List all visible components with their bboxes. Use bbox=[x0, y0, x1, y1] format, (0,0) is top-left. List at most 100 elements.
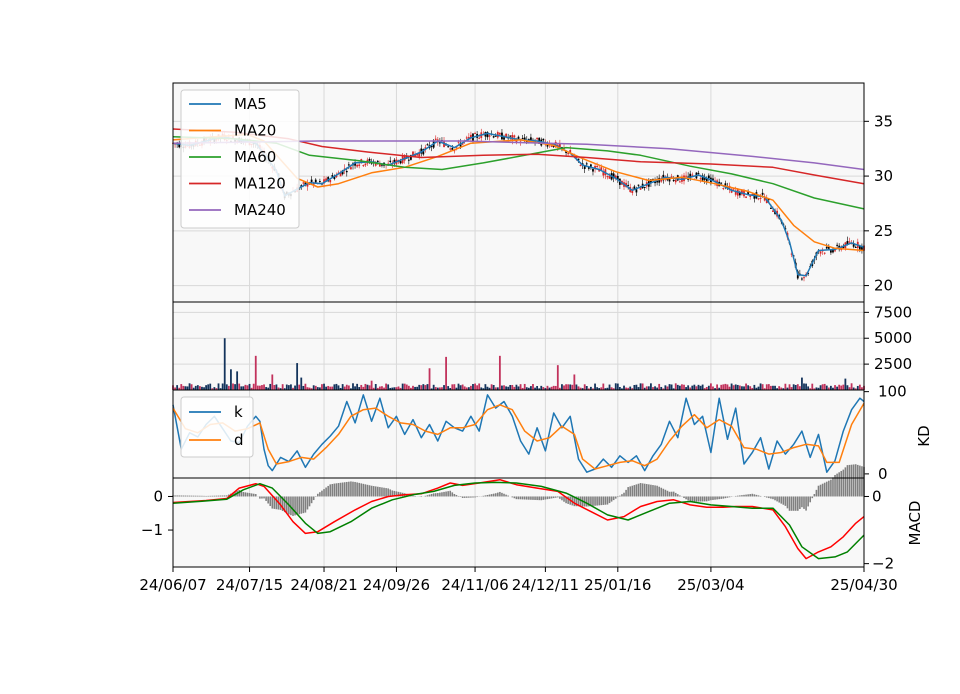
macd-hist-bar bbox=[619, 496, 621, 497]
candle-body bbox=[584, 166, 586, 169]
volume-bar bbox=[257, 386, 259, 390]
volume-bar bbox=[731, 384, 733, 390]
macd-hist-bar bbox=[538, 496, 540, 500]
macd-hist-bar bbox=[296, 496, 298, 514]
volume-bar bbox=[826, 386, 828, 390]
volume-bar bbox=[758, 387, 760, 390]
candle-body bbox=[478, 138, 480, 139]
candle-body bbox=[720, 183, 722, 184]
macd-hist-bar bbox=[598, 496, 600, 505]
macd-hist-bar bbox=[646, 484, 648, 496]
volume-bar bbox=[271, 374, 273, 390]
macd-hist-bar bbox=[745, 495, 747, 497]
volume-bar bbox=[182, 386, 184, 390]
macd-hist-bar bbox=[849, 465, 851, 497]
candle-body bbox=[760, 198, 762, 199]
macd-hist-bar bbox=[458, 496, 460, 497]
macd-hist-bar bbox=[787, 496, 789, 508]
macd-hist-bar bbox=[603, 496, 605, 504]
volume-bar bbox=[501, 386, 503, 390]
volume-bar bbox=[615, 383, 617, 390]
candle-body bbox=[580, 165, 582, 166]
macd-hist-bar bbox=[197, 496, 199, 497]
volume-bar bbox=[594, 384, 596, 390]
macd-hist-bar bbox=[826, 482, 828, 497]
volume-bar bbox=[222, 383, 224, 390]
volume-bar bbox=[602, 384, 604, 390]
kd-tick-label: 100 bbox=[878, 383, 907, 401]
macd-hist-bar bbox=[427, 495, 429, 496]
candle-body bbox=[762, 193, 764, 195]
volume-bar bbox=[238, 384, 240, 390]
volume-bar bbox=[180, 384, 182, 390]
price-tick-label: 20 bbox=[874, 277, 893, 295]
macd-hist-bar bbox=[520, 496, 522, 499]
macd-hist-bar bbox=[714, 496, 716, 499]
candle-body bbox=[772, 210, 774, 211]
volume-bar bbox=[300, 378, 302, 390]
volume-bar bbox=[367, 385, 369, 390]
candle-body bbox=[592, 169, 594, 172]
macd-hist-bar bbox=[445, 492, 447, 497]
volume-tick-label: 2500 bbox=[874, 355, 912, 373]
volume-bar bbox=[536, 386, 538, 390]
volume-bar bbox=[687, 385, 689, 390]
volume-bar bbox=[770, 386, 772, 390]
macd-hist-bar bbox=[727, 496, 729, 497]
volume-bar bbox=[784, 384, 786, 390]
volume-bar bbox=[795, 385, 797, 390]
macd-hist-bar bbox=[656, 486, 658, 497]
volume-bar bbox=[302, 386, 304, 390]
macd-hist-bar bbox=[814, 494, 816, 496]
macd-hist-bar bbox=[830, 480, 832, 497]
volume-bar bbox=[563, 385, 565, 390]
macd-hist-bar bbox=[222, 496, 224, 497]
candle-body bbox=[855, 247, 857, 248]
macd-hist-bar bbox=[627, 487, 629, 496]
macd-hist-bar bbox=[495, 493, 497, 496]
macd-hist-bar bbox=[768, 496, 770, 498]
macd-hist-bar bbox=[255, 494, 257, 496]
macd-hist-bar bbox=[214, 496, 216, 497]
macd-hist-bar bbox=[534, 496, 536, 499]
volume-bar bbox=[348, 385, 350, 390]
candle-body bbox=[362, 165, 364, 166]
candle-body bbox=[346, 171, 348, 172]
macd-hist-bar bbox=[497, 493, 499, 497]
macd-hist-bar bbox=[845, 467, 847, 496]
candle-body bbox=[836, 245, 838, 246]
macd-hist-bar bbox=[638, 484, 640, 497]
macd-hist-bar bbox=[613, 496, 615, 500]
macd-hist-bar bbox=[245, 492, 247, 496]
macd-hist-bar bbox=[456, 495, 458, 497]
macd-hist-bar bbox=[332, 484, 334, 496]
volume-bar bbox=[772, 386, 774, 390]
macd-hist-bar bbox=[454, 494, 456, 497]
volume-bar bbox=[830, 386, 832, 390]
x-tick-label: 25/04/30 bbox=[830, 576, 897, 594]
volume-bar bbox=[799, 386, 801, 390]
volume-bar bbox=[261, 385, 263, 390]
volume-bar bbox=[636, 385, 638, 390]
volume-bar bbox=[224, 338, 226, 390]
macd-hist-bar bbox=[832, 477, 834, 496]
volume-bar bbox=[276, 384, 278, 390]
candle-body bbox=[522, 138, 524, 139]
macd-hist-bar bbox=[634, 485, 636, 496]
macd-hist-bar bbox=[687, 496, 689, 500]
volume-bar bbox=[838, 385, 840, 390]
macd-hist-bar bbox=[377, 487, 379, 497]
macd-hist-bar bbox=[360, 483, 362, 496]
volume-bar bbox=[505, 386, 507, 390]
volume-bar bbox=[737, 385, 739, 390]
macd-hist-bar bbox=[725, 496, 727, 498]
macd-hist-bar bbox=[472, 496, 474, 497]
kd-tick-label: 0 bbox=[878, 465, 888, 483]
volume-bar bbox=[305, 384, 307, 390]
volume-bar bbox=[197, 385, 199, 390]
macd-hist-bar bbox=[356, 482, 358, 496]
volume-bar bbox=[747, 385, 749, 390]
x-tick-label: 24/08/21 bbox=[290, 576, 357, 594]
price-tick-label: 25 bbox=[874, 222, 893, 240]
